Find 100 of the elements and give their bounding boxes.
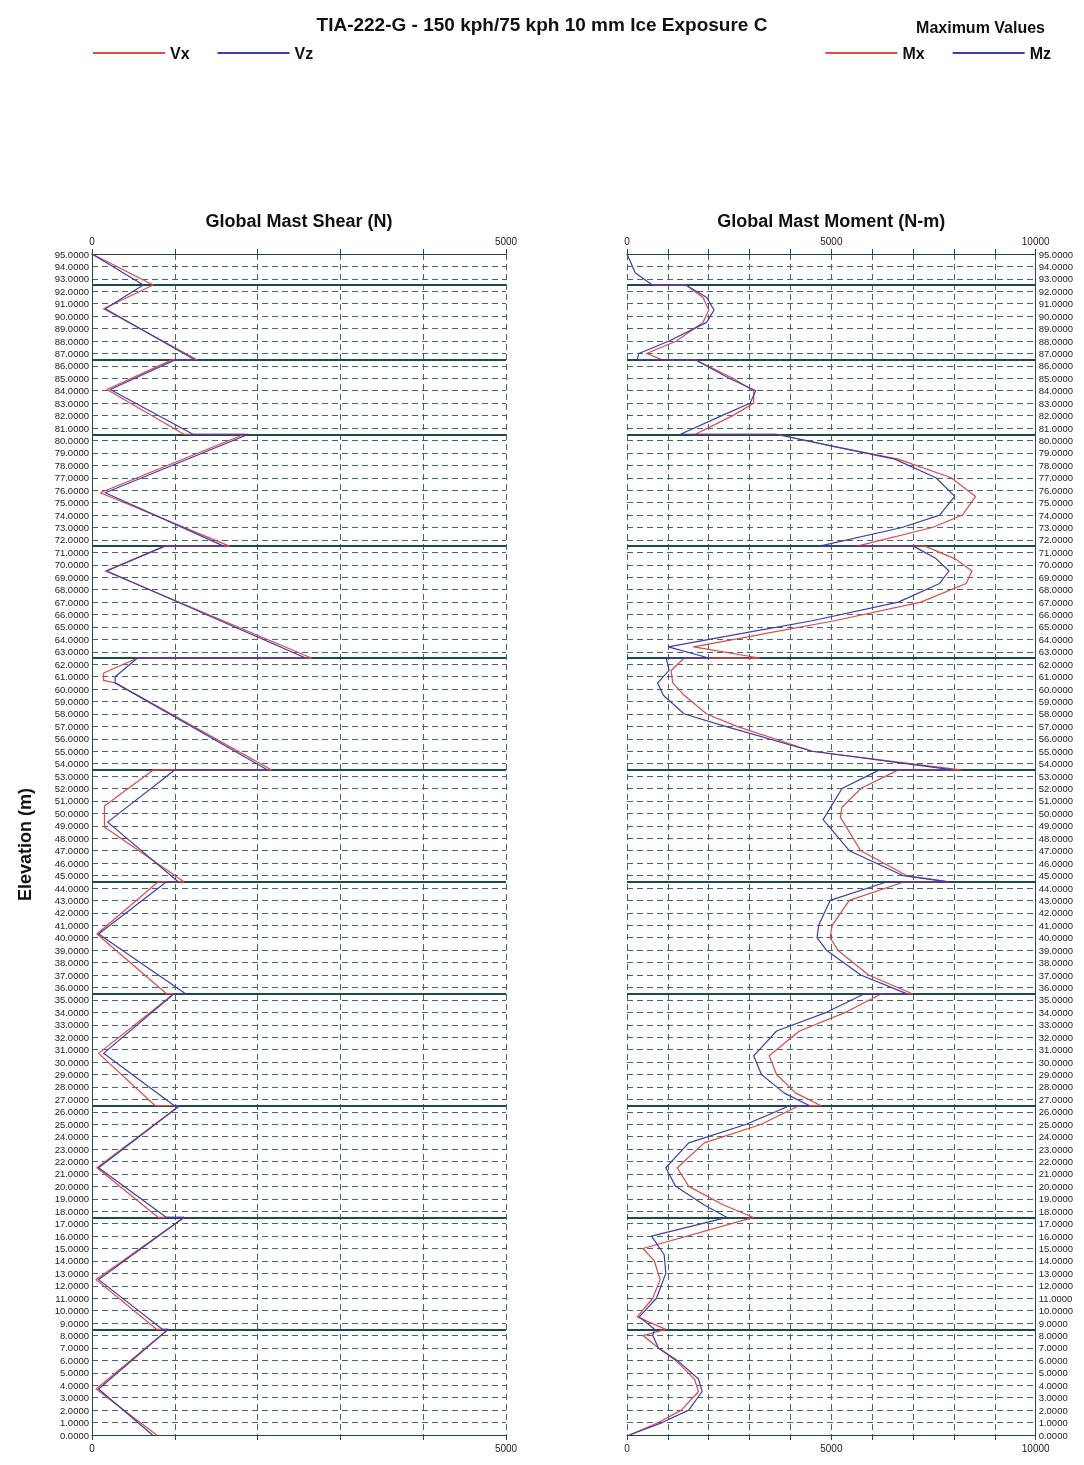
y2-tick-label: 29.0000 <box>1038 1068 1073 1080</box>
y-tick-label: 56.0000 <box>54 733 89 745</box>
y-axis-title: Elevation (m) <box>15 787 35 902</box>
y-tick-label: 91.0000 <box>54 298 89 310</box>
y-tick-label: 76.0000 <box>54 484 89 496</box>
y-tick-label: 14.0000 <box>54 1255 89 1267</box>
y-tick-label: 20.0000 <box>54 1180 89 1192</box>
y-tick-label: 72.0000 <box>54 534 89 546</box>
y-tick-label: 33.0000 <box>54 1019 89 1031</box>
y2-tick-label: 24.0000 <box>1038 1131 1073 1143</box>
y2-tick-label: 56.0000 <box>1038 733 1073 745</box>
y-tick-label: 44.0000 <box>54 882 89 894</box>
y2-tick-label: 37.0000 <box>1038 969 1073 981</box>
y-tick-label: 29.0000 <box>54 1068 89 1080</box>
y2-tick-label: 70.0000 <box>1038 559 1073 571</box>
y-tick-label: 15.0000 <box>54 1243 89 1255</box>
y2-tick-label: 73.0000 <box>1038 521 1073 533</box>
y2-tick-label: 36.0000 <box>1038 981 1073 993</box>
y2-tick-label: 44.0000 <box>1038 882 1073 894</box>
x-tick-label: 0 <box>624 1442 631 1454</box>
y-tick-label: 95.0000 <box>54 248 89 260</box>
y2-tick-label: 86.0000 <box>1038 360 1073 372</box>
y2-tick-label: 94.0000 <box>1038 260 1073 272</box>
y-tick-label: 12.0000 <box>54 1280 89 1292</box>
x2-tick-label: 5000 <box>820 235 843 247</box>
y2-tick-label: 64.0000 <box>1038 633 1073 645</box>
y-tick-label: 26.0000 <box>54 1106 89 1118</box>
x2-tick-label: 10000 <box>1021 235 1050 247</box>
y2-tick-label: 38.0000 <box>1038 957 1073 969</box>
x2-tick-label: 5000 <box>494 235 518 247</box>
x2-tick-label: 0 <box>89 235 96 247</box>
y-tick-label: 36.0000 <box>54 981 89 993</box>
x-tick-label: 10000 <box>1021 1442 1050 1454</box>
y2-tick-label: 19.0000 <box>1038 1193 1073 1205</box>
legend-label: Vz <box>294 44 314 62</box>
y-tick-label: 89.0000 <box>54 323 89 335</box>
y2-tick-label: 30.0000 <box>1038 1056 1073 1068</box>
y-tick-label: 68.0000 <box>54 584 89 596</box>
y2-tick-label: 0.0000 <box>1038 1429 1068 1441</box>
y2-tick-label: 3.0000 <box>1038 1392 1068 1404</box>
y-tick-label: 16.0000 <box>54 1230 89 1242</box>
y-tick-label: 32.0000 <box>54 1031 89 1043</box>
y2-tick-label: 47.0000 <box>1038 845 1073 857</box>
y-tick-label: 2.0000 <box>59 1404 89 1416</box>
x-tick-label: 0 <box>89 1442 96 1454</box>
y2-tick-label: 88.0000 <box>1038 335 1073 347</box>
y-tick-label: 18.0000 <box>54 1205 89 1217</box>
y-tick-label: 60.0000 <box>54 683 89 695</box>
y-tick-label: 9.0000 <box>59 1317 89 1329</box>
y-tick-label: 47.0000 <box>54 845 89 857</box>
y2-tick-label: 27.0000 <box>1038 1093 1073 1105</box>
y2-tick-label: 74.0000 <box>1038 509 1073 521</box>
y2-tick-label: 61.0000 <box>1038 671 1073 683</box>
y-tick-label: 55.0000 <box>54 745 89 757</box>
y2-tick-label: 54.0000 <box>1038 758 1073 770</box>
y2-tick-label: 28.0000 <box>1038 1081 1073 1093</box>
y-tick-label: 43.0000 <box>54 894 89 906</box>
y-tick-label: 23.0000 <box>54 1143 89 1155</box>
y-tick-label: 88.0000 <box>54 335 89 347</box>
x-tick-label: 5000 <box>494 1442 518 1454</box>
y2-tick-label: 68.0000 <box>1038 584 1073 596</box>
x2-axis-title: Global Mast Moment (N-m) <box>717 211 946 231</box>
y-tick-label: 62.0000 <box>54 658 89 670</box>
y2-tick-label: 76.0000 <box>1038 484 1073 496</box>
y-tick-label: 64.0000 <box>54 633 89 645</box>
y2-tick-label: 87.0000 <box>1038 347 1073 359</box>
y-tick-label: 53.0000 <box>54 770 89 782</box>
y-tick-label: 19.0000 <box>54 1193 89 1205</box>
y2-tick-label: 63.0000 <box>1038 646 1073 658</box>
y2-tick-label: 5.0000 <box>1038 1367 1068 1379</box>
y2-tick-label: 60.0000 <box>1038 683 1073 695</box>
y-tick-label: 48.0000 <box>54 832 89 844</box>
y-tick-label: 51.0000 <box>54 795 89 807</box>
y2-tick-label: 84.0000 <box>1038 385 1073 397</box>
y2-tick-label: 82.0000 <box>1038 410 1073 422</box>
y-tick-label: 30.0000 <box>54 1056 89 1068</box>
legend-label: Mx <box>902 44 925 62</box>
y-tick-label: 46.0000 <box>54 857 89 869</box>
y-tick-label: 0.0000 <box>59 1429 89 1441</box>
y-tick-label: 63.0000 <box>54 646 89 658</box>
y-tick-label: 93.0000 <box>54 273 89 285</box>
y2-tick-label: 57.0000 <box>1038 720 1073 732</box>
y-tick-label: 84.0000 <box>54 385 89 397</box>
y2-tick-label: 85.0000 <box>1038 372 1073 384</box>
y2-tick-label: 93.0000 <box>1038 273 1073 285</box>
y2-tick-label: 8.0000 <box>1038 1330 1068 1342</box>
y2-tick-label: 79.0000 <box>1038 447 1073 459</box>
y2-tick-label: 72.0000 <box>1038 534 1073 546</box>
y2-tick-label: 52.0000 <box>1038 783 1073 795</box>
y2-tick-label: 25.0000 <box>1038 1118 1073 1130</box>
y2-tick-label: 40.0000 <box>1038 932 1073 944</box>
y2-tick-label: 41.0000 <box>1038 919 1073 931</box>
y-tick-label: 21.0000 <box>54 1168 89 1180</box>
y2-tick-label: 59.0000 <box>1038 696 1073 708</box>
y2-tick-label: 80.0000 <box>1038 434 1073 446</box>
y2-tick-label: 34.0000 <box>1038 1006 1073 1018</box>
y-tick-label: 81.0000 <box>54 422 89 434</box>
y2-tick-label: 95.0000 <box>1038 248 1073 260</box>
y2-tick-label: 51.0000 <box>1038 795 1073 807</box>
y-tick-label: 69.0000 <box>54 571 89 583</box>
